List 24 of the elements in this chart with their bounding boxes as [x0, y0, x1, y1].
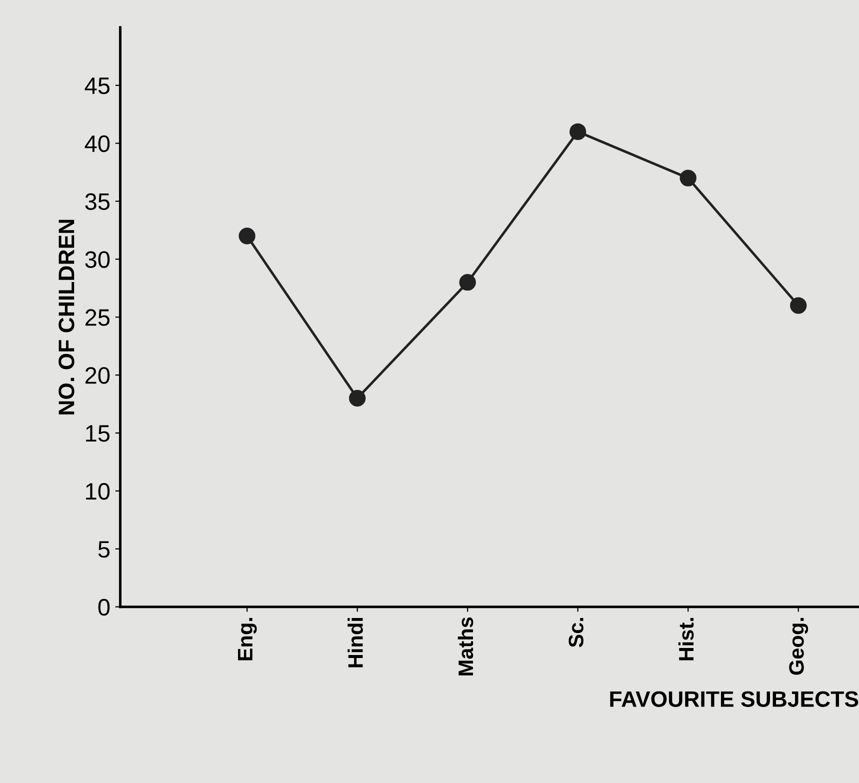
y-tick-label: 30	[85, 251, 110, 268]
x-tick-label: Maths	[458, 617, 474, 676]
y-tick-label: 40	[84, 135, 110, 152]
point	[348, 390, 366, 407]
y-tick-label: 15	[86, 425, 110, 442]
y-axis-title: NO. OF CHILDREN	[58, 220, 74, 414]
x-tick-label: Hindi	[348, 618, 363, 668]
y-tick-label: 45	[84, 78, 110, 94]
y-tick-label: 25	[85, 309, 110, 326]
x-tick-label: Eng.	[238, 618, 257, 660]
y-tick-label: 0	[98, 598, 110, 616]
y-tick-label: 10	[86, 483, 110, 500]
point	[459, 274, 476, 291]
y-tick-label: 35	[85, 193, 110, 210]
point	[570, 123, 586, 140]
x-tick-label: Hist.	[678, 618, 694, 660]
x-tick-label: Geog.	[789, 618, 808, 675]
point	[790, 297, 807, 314]
point	[680, 170, 696, 186]
y-tick-label: 20	[85, 367, 110, 384]
x-axis-title: FAVOURITE SUBJECTS	[610, 691, 858, 707]
point	[238, 228, 256, 244]
y-tick-label: 5	[98, 541, 110, 558]
x-tick-label: Sc.	[568, 618, 584, 648]
